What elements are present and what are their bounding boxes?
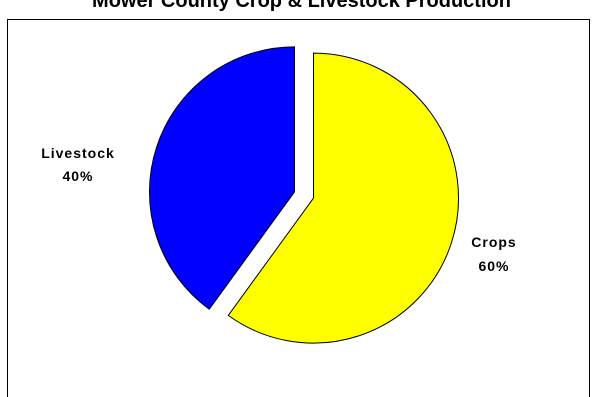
pie-slice-livestock: [148, 46, 295, 310]
label-crops-name: Crops: [471, 234, 516, 250]
label-livestock-value: 40%: [62, 168, 93, 184]
chart-frame: [7, 19, 590, 397]
chart-title: Mower County Crop & Livestock Production: [92, 0, 511, 12]
label-livestock-name: Livestock: [41, 145, 115, 161]
pie-slice-crops: [227, 52, 460, 344]
label-crops-value: 60%: [478, 258, 509, 274]
